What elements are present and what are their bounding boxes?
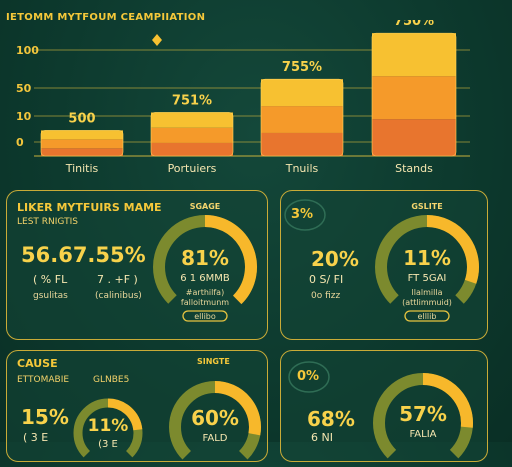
gauge-value-label: 11%	[88, 416, 129, 436]
gauge-tag: GSLITE	[411, 202, 442, 211]
panel-stat-a: 0 S/ FI	[309, 273, 344, 286]
bar-tnuils: 755% Tnuils	[260, 60, 344, 175]
bar-segment	[372, 33, 456, 77]
panel-stat-d: (calinibus)	[95, 291, 142, 301]
panel-subtitle-2: GLNBE5	[93, 375, 130, 385]
gauge-pill-label: ellibo	[194, 312, 216, 321]
gauge-fill	[204, 215, 257, 305]
panel-title: CAUSE	[17, 357, 58, 370]
gauge-detail-1: #arthilfa)	[186, 288, 224, 297]
panel-gauge: 57% FALIA	[373, 373, 473, 459]
bar-value-label: 755%	[282, 60, 322, 75]
gauge-detail-1: llalmilla	[412, 288, 443, 297]
bar-segment	[261, 79, 343, 107]
bar-stands: 750% Stands	[371, 20, 457, 175]
y-tick-label: 0	[16, 136, 24, 149]
bar-value-label: 750%	[394, 20, 434, 29]
gauge-sub-label: FT 5GAI	[408, 273, 447, 284]
chart-title: IETOMM MYTFOUM CEAMPIIATION	[6, 12, 206, 23]
x-category-label: Portuiers	[168, 162, 217, 175]
gauge-fill	[426, 215, 479, 284]
bar-segment	[372, 76, 456, 120]
diamond-marker-icon	[152, 34, 162, 46]
gauge-detail-2: falloitmunm	[181, 298, 229, 307]
gauge-pill-label: elllib	[418, 312, 437, 321]
bar-segment	[41, 130, 123, 140]
x-category-label: Stands	[395, 162, 433, 175]
bar-outline	[40, 130, 124, 157]
panel-big-value: 15%	[21, 405, 69, 429]
panel-gauge: SGAGE 81% 6 1 6MMB #arthilfa)falloitmunm ell…	[153, 202, 257, 322]
gauge-tag: SGAGE	[190, 202, 221, 211]
gauge-fill	[214, 381, 261, 436]
panel-cause: CAUSE ETTOMABIE GLNBE5 SINGTE 15% ( 3 E …	[6, 350, 268, 462]
gauge-sub-label: 6 1 6MMB	[180, 273, 230, 284]
corner-ring-icon	[284, 199, 326, 231]
panel-subtitle: LEST RNIGTIS	[17, 217, 78, 227]
bar-segment	[151, 142, 233, 156]
bar-portuiers: 751% Portuiers	[150, 93, 234, 175]
bar-outline	[371, 32, 457, 157]
gauge-value-label: 81%	[181, 246, 229, 270]
x-category-label: Tinitis	[65, 162, 99, 175]
panel-corner-value: 0%	[297, 369, 320, 384]
gauge-tag: SINGTE	[197, 357, 230, 366]
panel-stat-b: 0o fizz	[311, 291, 341, 301]
panel-stat-a: 6 NI	[311, 431, 333, 444]
y-tick-label: 50	[16, 82, 32, 95]
panel-title: LIKER MYTFUIRS MAME	[17, 201, 162, 214]
bar-outline	[150, 112, 234, 157]
panel-subtitle: ETTOMABIE	[17, 375, 70, 385]
panel-big-value: 56.67.55%	[21, 243, 146, 267]
panel-gauge-left: 11% (3 E	[73, 398, 143, 458]
gauge-pill	[404, 310, 450, 322]
bar-segment	[41, 139, 123, 149]
bar-segment	[261, 132, 343, 156]
gauge-fill	[107, 398, 143, 431]
bar-segment	[151, 112, 233, 128]
panel-corner-value: 3%	[291, 207, 314, 222]
panel-gauge-right: 60% FALD	[169, 381, 261, 460]
panel-gauge: GSLITE 11% FT 5GAI llalmilla(attlimmuid) ell…	[375, 202, 479, 322]
gauge-detail-2: (attlimmuid)	[402, 298, 452, 307]
gauge-value-label: 60%	[191, 406, 239, 430]
gauge-sub-label: FALIA	[409, 429, 436, 440]
gauge-value-label: 57%	[399, 402, 447, 426]
panel-stat-a: ( 3 E	[23, 431, 49, 444]
panel-stat-b: 7 . +F )	[97, 273, 138, 286]
bar-segment	[151, 127, 233, 143]
bar-value-label: 500	[68, 111, 95, 126]
gauge-value-label: 11%	[403, 246, 451, 270]
bar-segment	[372, 119, 456, 156]
panel-big-value: 20%	[311, 247, 359, 271]
bar-segment	[41, 148, 123, 156]
y-tick-label: 100	[16, 44, 39, 57]
panel-big-value: 68%	[307, 407, 355, 431]
bar-value-label: 751%	[172, 93, 212, 108]
bar-outline	[260, 78, 344, 157]
gauge-fill	[422, 373, 473, 428]
gauge-pill	[182, 310, 228, 322]
bar-segment	[261, 106, 343, 133]
panel-stat-c: gsulitas	[33, 291, 68, 301]
panel-stat-a: ( % FL	[33, 273, 68, 286]
gauge-sub-label: FALD	[203, 433, 228, 444]
bar-tinitis: 500 Tinitis	[40, 111, 124, 175]
panel-liker: LIKER MYTFUIRS MAME LEST RNIGTIS 56.67.5…	[6, 190, 268, 340]
x-category-label: Tnuils	[285, 162, 319, 175]
panel-second: 3% 20% 0 S/ FI 0o fizz GSLITE 11% FT 5GAI l…	[280, 190, 488, 340]
gauge-sub-label: (3 E	[98, 439, 118, 450]
corner-ring-icon	[288, 361, 330, 393]
panel-fourth: 0% 68% 6 NI 57% FALIA	[280, 350, 488, 462]
y-tick-label: 10	[16, 110, 32, 123]
